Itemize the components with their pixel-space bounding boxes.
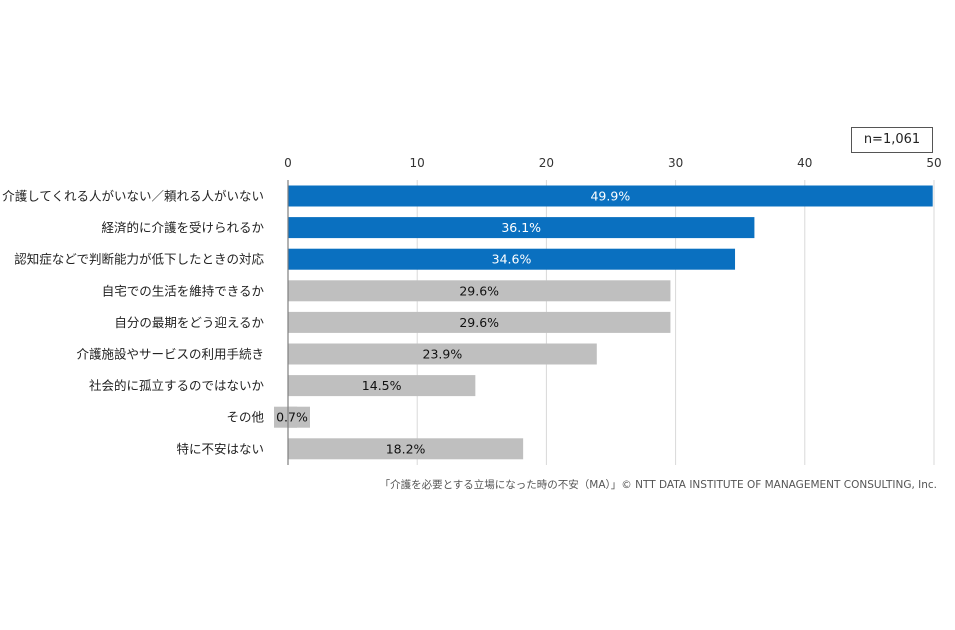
- bar: [288, 343, 597, 365]
- bar: [288, 375, 476, 397]
- category-label: 自分の最期をどう迎えるか: [114, 315, 264, 330]
- x-tick-label: 0: [284, 156, 292, 170]
- x-tick-label: 40: [797, 156, 812, 170]
- category-label: その他: [226, 410, 264, 425]
- value-label: 36.1%: [501, 220, 541, 235]
- x-tick-label: 10: [410, 156, 425, 170]
- category-label: 社会的に孤立するのではないか: [89, 378, 265, 393]
- category-label: 認知症などで判断能力が低下したときの対応: [14, 252, 264, 267]
- value-label: 18.2%: [386, 441, 426, 456]
- category-label: 介護施設やサービスの利用手続き: [76, 347, 264, 362]
- bar: [288, 280, 671, 302]
- bar: [288, 311, 671, 333]
- x-tick-label: 50: [926, 156, 941, 170]
- category-label: 介護してくれる人がいない／頼れる人がいない: [2, 189, 264, 204]
- bar: [288, 217, 755, 239]
- bar: [288, 185, 933, 207]
- value-label-bg: [274, 406, 310, 428]
- value-label: 0.7%: [276, 410, 308, 425]
- value-label: 14.5%: [362, 378, 402, 393]
- x-tick-label: 20: [539, 156, 554, 170]
- value-label: 34.6%: [492, 252, 532, 267]
- x-tick-label: 30: [668, 156, 683, 170]
- value-label: 23.9%: [423, 347, 463, 362]
- sample-size-label: n=1,061: [851, 127, 933, 153]
- source-note: 「介護を必要とする立場になった時の不安（MA）」© NTT DATA INSTI…: [379, 479, 937, 491]
- bar: [288, 248, 736, 270]
- value-label: 49.9%: [590, 189, 630, 204]
- value-label: 29.6%: [459, 315, 499, 330]
- category-label: 経済的に介護を受けられるか: [101, 220, 264, 235]
- category-label: 自宅での生活を維持できるか: [102, 283, 265, 298]
- bar: [288, 438, 524, 460]
- category-label: 特に不安はない: [176, 441, 264, 456]
- value-label: 29.6%: [459, 283, 499, 298]
